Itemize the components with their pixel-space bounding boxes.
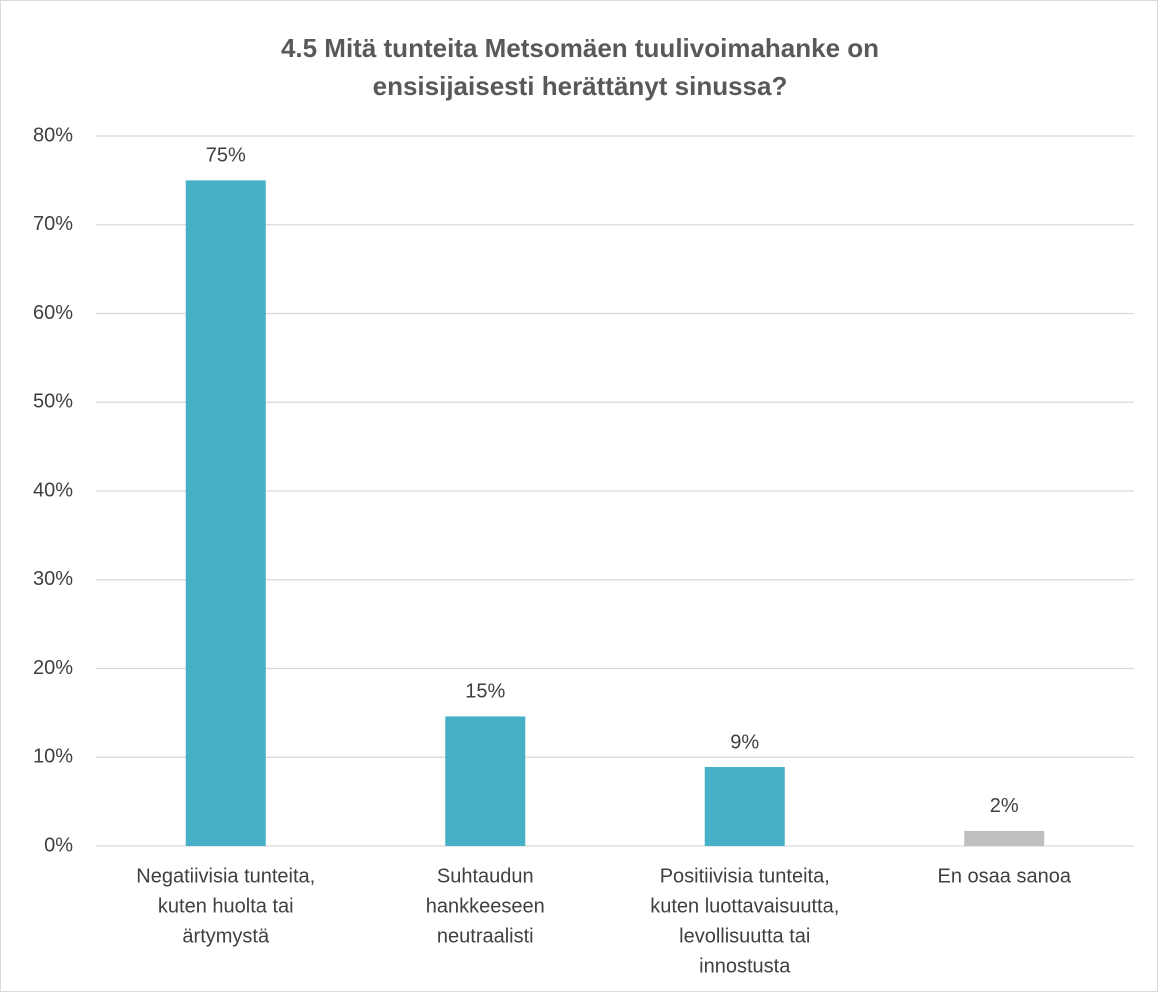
y-tick-label: 10% <box>33 746 73 768</box>
y-tick-label: 40% <box>33 479 73 501</box>
bar <box>185 180 266 846</box>
x-tick-label: Positiivisia tunteita, <box>660 865 830 887</box>
bar <box>445 716 526 846</box>
bar <box>704 767 785 846</box>
x-tick-label: innostusta <box>699 955 791 977</box>
y-tick-label: 0% <box>44 834 73 856</box>
x-tick-label: levollisuutta tai <box>679 925 810 947</box>
y-tick-label: 80% <box>33 124 73 146</box>
x-tick-label: neutraalisti <box>437 925 534 947</box>
x-tick-label: Negatiivisia tunteita, <box>136 865 315 887</box>
x-tick-label: En osaa sanoa <box>938 865 1072 887</box>
x-tick-label: kuten luottavaisuutta, <box>650 895 839 917</box>
y-tick-label: 30% <box>33 568 73 590</box>
y-tick-label: 70% <box>33 213 73 235</box>
x-tick-label: hankkeeseen <box>426 895 545 917</box>
data-label: 2% <box>990 795 1019 817</box>
y-tick-label: 50% <box>33 391 73 413</box>
x-tick-label: kuten huolta tai <box>158 895 294 917</box>
x-tick-label: Suhtaudun <box>437 865 534 887</box>
data-label: 15% <box>465 681 505 703</box>
chart-title: 4.5 Mitä tunteita Metsomäen tuulivoimaha… <box>280 33 880 101</box>
data-label: 9% <box>730 731 759 753</box>
y-tick-label: 20% <box>33 657 73 679</box>
bar <box>964 830 1045 846</box>
x-tick-label: ärtymystä <box>182 925 270 947</box>
y-tick-label: 60% <box>33 302 73 324</box>
data-label: 75% <box>206 145 246 167</box>
